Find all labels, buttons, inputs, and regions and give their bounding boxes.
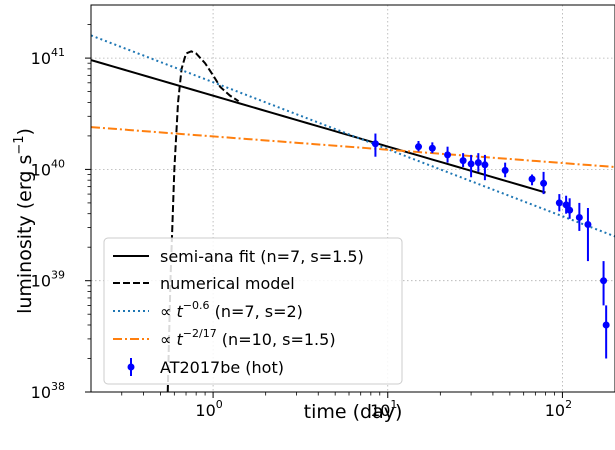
data-point [444, 151, 452, 159]
ticks [85, 24, 563, 398]
data-point [415, 143, 423, 151]
legend-label-numerical: numerical model [160, 274, 295, 293]
data-point [584, 220, 592, 228]
plot-area [91, 34, 615, 392]
series-layer [91, 34, 615, 392]
data-point [371, 140, 379, 148]
x-tick-label: 100 [195, 398, 222, 420]
legend: semi-ana fit (n=7, s=1.5) numerical mode… [103, 237, 403, 385]
x-tick-label: 102 [545, 398, 572, 420]
series-numerical-model [166, 50, 240, 392]
legend-t217-suffix: (n=10, s=1.5) [217, 330, 336, 349]
legend-label-t217: ∝ t−2/17 (n=10, s=1.5) [160, 327, 336, 349]
legend-swatch-points-dot [127, 363, 135, 371]
points-layer [371, 133, 610, 359]
data-point [501, 166, 509, 174]
data-point [481, 161, 489, 169]
data-point [540, 179, 548, 187]
y-axis-label-sup: −1 [12, 135, 27, 154]
data-point [467, 160, 475, 168]
y-tick-label: 1039 [31, 269, 65, 291]
y-axis-label-main: luminosity (erg s [14, 155, 36, 314]
plot-frame [90, 4, 615, 393]
legend-t217-prefix: ∝ t [160, 330, 184, 349]
series-power-law-t217 [91, 126, 615, 169]
data-point [575, 213, 583, 221]
data-point [555, 199, 563, 207]
data-point [528, 175, 536, 183]
y-tick-label: 1041 [31, 46, 65, 68]
data-point [566, 206, 574, 214]
y-tick-label: 1038 [31, 380, 65, 402]
legend-label-points: AT2017be (hot) [160, 358, 284, 377]
legend-t06-prefix: ∝ t [160, 302, 184, 321]
x-axis-label: time (day) [304, 401, 403, 423]
series-semi-ana-fit [91, 59, 546, 194]
legend-box [103, 237, 403, 385]
data-point [474, 159, 482, 167]
y-axis-label: luminosity (erg s−1) [12, 128, 36, 314]
data-point [459, 157, 467, 165]
data-point [602, 321, 610, 329]
legend-t06-suffix: (n=7, s=2) [210, 302, 303, 321]
y-axis-label-close: ) [14, 128, 36, 135]
x-tick-label: 101 [370, 398, 397, 420]
data-point [600, 277, 608, 285]
legend-label-semi-ana: semi-ana fit (n=7, s=1.5) [160, 247, 364, 266]
series-power-law-t06 [91, 34, 615, 238]
y-tick-label: 1040 [31, 157, 65, 179]
legend-t217-exp: −2/17 [183, 327, 217, 340]
legend-label-t06: ∝ t−0.6 (n=7, s=2) [160, 299, 303, 321]
legend-t06-exp: −0.6 [183, 299, 210, 312]
data-point [562, 201, 570, 209]
tick-labels: 100 101 102 1038 1039 1040 1041 [31, 46, 572, 420]
data-point [428, 144, 436, 152]
